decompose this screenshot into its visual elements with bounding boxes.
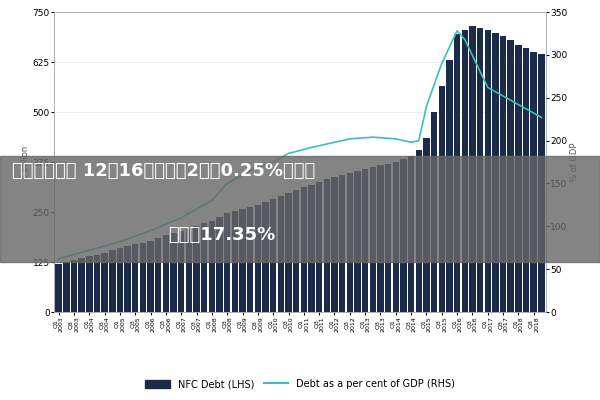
Bar: [201, 224, 208, 312]
Bar: [508, 40, 514, 312]
Bar: [86, 256, 92, 312]
Bar: [270, 199, 277, 312]
Bar: [316, 182, 322, 312]
Bar: [454, 34, 460, 312]
Y-axis label: % of GDP: % of GDP: [570, 142, 579, 182]
Bar: [239, 209, 246, 312]
Bar: [469, 26, 476, 312]
Bar: [170, 233, 177, 312]
Bar: [354, 171, 361, 312]
Bar: [416, 150, 422, 312]
Bar: [538, 54, 545, 312]
Bar: [216, 217, 223, 312]
Bar: [362, 169, 368, 312]
Bar: [500, 36, 506, 312]
Bar: [254, 204, 261, 312]
Bar: [55, 264, 62, 312]
Bar: [301, 188, 307, 312]
Bar: [94, 254, 100, 312]
Bar: [400, 159, 407, 312]
Bar: [148, 241, 154, 312]
Bar: [515, 45, 521, 312]
Bar: [247, 207, 253, 312]
Bar: [285, 193, 292, 312]
Bar: [431, 112, 437, 312]
Bar: [140, 242, 146, 312]
Bar: [377, 166, 384, 312]
Bar: [461, 30, 468, 312]
Bar: [323, 180, 330, 312]
Bar: [185, 229, 192, 312]
Bar: [446, 60, 452, 312]
Bar: [370, 167, 376, 312]
Text: 民间股票配资 12月16日齐翔转2下跌0.25%，转股: 民间股票配资 12月16日齐翔转2下跌0.25%，转股: [12, 162, 315, 180]
Bar: [209, 221, 215, 312]
Bar: [308, 185, 315, 312]
Bar: [523, 48, 529, 312]
Bar: [124, 246, 131, 312]
Legend: NFC Debt (LHS), Debt as a per cent of GDP (RHS): NFC Debt (LHS), Debt as a per cent of GD…: [142, 375, 458, 393]
Y-axis label: £ billion: £ billion: [21, 145, 30, 179]
Bar: [331, 177, 338, 312]
Bar: [485, 30, 491, 312]
Bar: [262, 202, 269, 312]
Bar: [132, 244, 139, 312]
Bar: [339, 175, 346, 312]
Bar: [408, 156, 415, 312]
Bar: [109, 250, 116, 312]
Bar: [178, 231, 184, 312]
Bar: [224, 213, 230, 312]
Bar: [155, 238, 161, 312]
Bar: [163, 235, 169, 312]
Bar: [71, 260, 77, 312]
Bar: [347, 173, 353, 312]
Bar: [423, 138, 430, 312]
Bar: [385, 164, 391, 312]
Bar: [79, 258, 85, 312]
Bar: [293, 190, 299, 312]
Bar: [392, 162, 399, 312]
Bar: [101, 253, 108, 312]
Bar: [232, 211, 238, 312]
Bar: [193, 226, 200, 312]
Bar: [439, 86, 445, 312]
Bar: [63, 262, 70, 312]
Text: 溢价率17.35%: 溢价率17.35%: [168, 226, 275, 244]
Bar: [477, 28, 484, 312]
Bar: [530, 52, 537, 312]
Bar: [278, 196, 284, 312]
Bar: [116, 248, 123, 312]
Bar: [492, 33, 499, 312]
